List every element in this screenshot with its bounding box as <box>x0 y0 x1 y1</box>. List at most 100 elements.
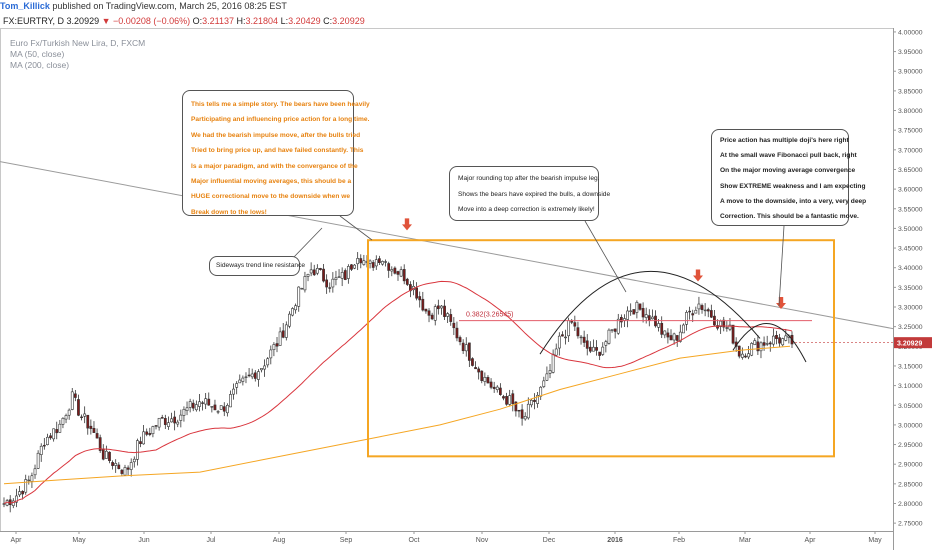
candle-down <box>207 398 211 406</box>
candle-down <box>716 325 719 329</box>
candle-up <box>157 417 161 428</box>
quote-bar: FX:EURTRY, D 3.20929 ▼ −0.00208 (−0.06%)… <box>3 15 365 27</box>
down-arrow-icon <box>776 297 786 310</box>
candle-up <box>61 418 65 425</box>
callout-line: On the major moving average convergence <box>720 167 856 175</box>
candle-up <box>182 409 186 416</box>
candle-down <box>409 284 412 292</box>
candle-up <box>368 260 372 264</box>
callout-line: Show EXTREME weakness and I am expecting <box>720 182 866 190</box>
candle-down <box>312 269 316 276</box>
candle-down <box>222 406 226 412</box>
candle-up <box>539 386 543 397</box>
price-tick-label: 3.40000 <box>898 265 923 272</box>
callout-rounding-top[interactable]: Major rounding top after the bearish imp… <box>449 166 610 221</box>
time-tick-label: Apr <box>805 537 817 544</box>
time-tick-label: Jul <box>207 537 216 544</box>
ma200-line <box>3 345 791 485</box>
candle-up <box>651 316 654 320</box>
time-tick-label: Nov <box>476 537 489 544</box>
candle-up <box>784 335 788 341</box>
candle-up <box>33 468 37 476</box>
callout-doji-weakness[interactable]: Price action has multiple doji's here ri… <box>711 129 866 226</box>
candle-down <box>477 368 481 373</box>
callout-trendline[interactable]: Sideways trend line resistance <box>209 256 306 276</box>
candle-up <box>337 276 341 278</box>
candle-up <box>592 346 595 352</box>
candle-up <box>27 479 31 482</box>
candle-up <box>495 386 499 390</box>
candle-up <box>114 463 118 466</box>
callout-line: Sideways trend line resistance <box>216 262 306 269</box>
callout-line: HUGE correctional move to the downside w… <box>191 193 351 201</box>
ma50-legend[interactable]: MA (50, close) <box>10 49 65 59</box>
time-tick-label: Aug <box>273 537 286 544</box>
price-tick-label: 2.80000 <box>898 501 923 508</box>
candle-up <box>46 436 49 445</box>
candle-up <box>2 503 6 505</box>
candle-up <box>740 353 744 358</box>
candle-down <box>585 340 589 349</box>
callout-bearish-story[interactable]: This tells me a simple story. The bears … <box>182 90 370 216</box>
candle-down <box>660 323 664 335</box>
candle-up <box>315 268 319 274</box>
candle-up <box>346 266 350 279</box>
close-label: C: <box>323 16 333 26</box>
symbol-label[interactable]: FX:EURTRY, D <box>3 16 65 26</box>
candle-down <box>486 377 490 384</box>
candle-up <box>132 458 136 463</box>
candle-up <box>610 329 614 331</box>
candle-down <box>458 337 462 343</box>
candle-up <box>753 340 757 345</box>
candle-down <box>778 337 781 344</box>
candle-down <box>641 308 645 318</box>
candle-down <box>160 417 164 419</box>
candle-up <box>204 398 208 405</box>
candle-up <box>440 305 443 309</box>
small-rounding-arc <box>732 323 807 363</box>
candle-up <box>123 467 127 476</box>
candle-up <box>24 479 28 493</box>
candle-down <box>471 358 474 366</box>
price-tick-label: 3.70000 <box>898 147 923 154</box>
callout-line: Participating and influencing price acti… <box>191 116 370 124</box>
candle-down <box>573 322 577 327</box>
price-tick-label: 3.10000 <box>898 383 923 390</box>
price-change: −0.00208 (−0.06%) <box>113 16 191 26</box>
candle-up <box>297 286 301 307</box>
candle-down <box>328 287 332 289</box>
candle-down <box>378 258 381 263</box>
candle-down <box>120 469 124 474</box>
candle-down <box>762 342 766 346</box>
candle-down <box>514 401 518 412</box>
candle-down <box>700 305 704 310</box>
price-tick-label: 3.75000 <box>898 128 923 135</box>
candle-down <box>756 341 760 352</box>
candle-up <box>542 380 546 387</box>
candle-up <box>151 426 155 435</box>
candle-down <box>359 258 363 264</box>
time-tick-label: Mar <box>739 537 752 544</box>
down-arrow-icon <box>693 269 703 282</box>
candle-up <box>678 331 682 342</box>
candle-down <box>731 324 735 344</box>
candle-down <box>666 332 670 338</box>
candle-down <box>201 402 204 404</box>
author-link[interactable]: Tom_Killick <box>0 1 50 11</box>
candle-up <box>260 368 263 371</box>
candle-up <box>381 261 384 265</box>
candle-down <box>452 322 456 329</box>
price-tick-label: 3.60000 <box>898 187 923 194</box>
candle-up <box>229 394 232 408</box>
high-value: 3.21804 <box>245 16 279 26</box>
ma200-legend[interactable]: MA (200, close) <box>10 60 70 70</box>
candle-down <box>405 278 409 285</box>
candle-down <box>163 418 167 425</box>
candle-down <box>449 314 453 322</box>
candle-down <box>461 342 465 352</box>
candle-down <box>533 399 536 402</box>
candle-down <box>576 327 580 337</box>
price-tick-label: 2.95000 <box>898 442 923 449</box>
instrument-name[interactable]: Euro Fx/Turkish New Lira, D, FXCM <box>10 38 146 48</box>
